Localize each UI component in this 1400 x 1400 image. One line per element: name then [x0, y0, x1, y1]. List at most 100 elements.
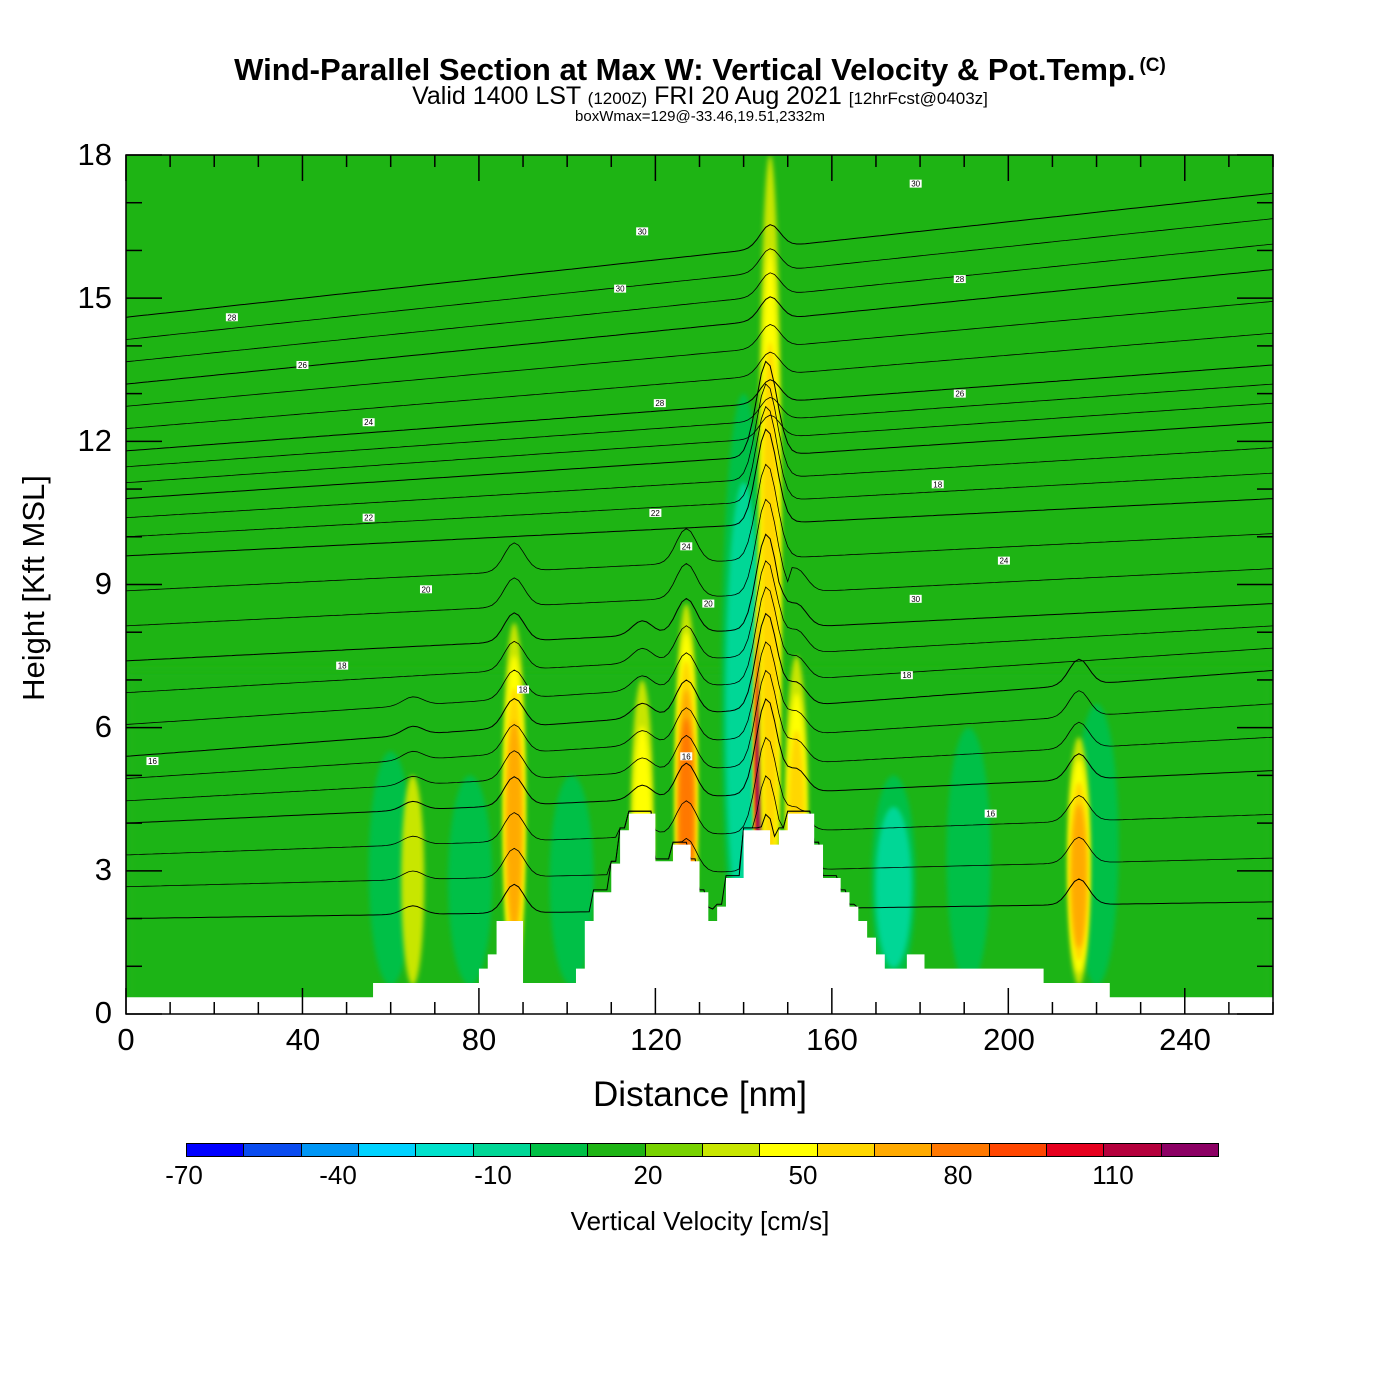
theta-contour-line	[126, 405, 1273, 538]
theta-contour-line	[126, 533, 1273, 662]
chart-subtitle: Valid 1400 LST (1200Z) FRI 20 Aug 2021 […	[0, 82, 1400, 111]
contour-label-box	[909, 594, 922, 603]
colorbar-swatch	[817, 1144, 875, 1156]
theta-contour-line	[126, 586, 1273, 725]
theta-contour-line	[126, 498, 1273, 627]
ytick-label: 3	[94, 852, 112, 887]
colorbar-swatch	[187, 1144, 245, 1156]
contour-label-box	[953, 389, 966, 398]
colorbar-swatch	[301, 1144, 359, 1156]
valid-time: Valid 1400 LST	[412, 82, 581, 110]
ytick-label: 9	[94, 566, 112, 601]
contour-label: 22	[651, 509, 660, 518]
colorbar-label: Vertical Velocity [cm/s]	[570, 1206, 830, 1236]
xtick-label: 200	[983, 1022, 1035, 1057]
ytick-label: 6	[94, 709, 112, 744]
ytick-label: 15	[77, 280, 112, 315]
theta-contour-line	[126, 669, 1273, 802]
box-wmax-info: boxWmax=129@-33.46,19.51,2332m	[575, 108, 825, 125]
contour-label: 22	[364, 514, 373, 523]
colorbar-swatch	[358, 1144, 417, 1156]
downdraft-core	[875, 806, 912, 968]
contour-label: 16	[682, 752, 691, 761]
colorbar-swatch	[932, 1144, 990, 1156]
colorbar-swatch	[1046, 1144, 1105, 1156]
title-main: Wind-Parallel Section at Max W: Vertical…	[234, 52, 1136, 87]
updraft-core	[506, 720, 522, 931]
contour-label: 30	[911, 595, 920, 604]
xtick-label: 0	[117, 1022, 135, 1057]
contour-label-box	[653, 399, 666, 408]
downdraft-core	[368, 751, 413, 986]
theta-contour-line	[126, 360, 1273, 500]
contour-label-box	[419, 585, 432, 594]
theta-contour-line	[126, 775, 1273, 888]
terrain	[126, 813, 1273, 1014]
colorbar-swatch	[530, 1144, 589, 1156]
contour-label-box	[146, 757, 159, 766]
theta-contour-line	[126, 332, 1273, 429]
colorbar-tick-label: -40	[319, 1160, 357, 1190]
theta-contour-line	[126, 383, 1273, 468]
colorbar-swatch	[244, 1144, 302, 1156]
downdraft-core	[549, 775, 594, 986]
ytick-label: 0	[94, 995, 112, 1030]
theta-contour-line	[126, 736, 1273, 856]
theta-contour-line	[126, 364, 1273, 452]
contour-label-box	[680, 752, 693, 761]
contour-label-box	[636, 227, 649, 236]
colorbar-tick-label: 20	[633, 1160, 663, 1190]
xtick-label: 120	[630, 1022, 682, 1057]
colorbar-swatch	[588, 1144, 646, 1156]
theta-contour-line	[126, 383, 1273, 519]
xtick-label: 240	[1159, 1022, 1211, 1057]
colorbar-tick-label: -10	[474, 1160, 512, 1190]
contour-label-box	[336, 661, 349, 670]
colorbar-swatch	[1104, 1144, 1162, 1156]
theta-contour-line	[126, 698, 1273, 824]
colorbar-swatch	[416, 1144, 474, 1156]
contour-label: 20	[704, 600, 713, 609]
updraft-core	[761, 341, 779, 882]
contour-label-box	[362, 418, 375, 427]
theta-contour-line	[126, 218, 1273, 340]
contour-label-box	[997, 556, 1010, 565]
theta-contour-line	[126, 243, 1273, 363]
colorbar-swatch	[1161, 1144, 1218, 1156]
contour-label-box	[680, 542, 693, 551]
contour-labels: 16 18 18 16 16 20 20 22 22 24 24 26 26 28 28 28 30 30 30 30…	[146, 179, 1010, 819]
contour-label-box	[931, 480, 944, 489]
colorbar-tick-label: 110	[1092, 1160, 1134, 1190]
colorbar-swatch	[989, 1144, 1047, 1156]
contour-label-box	[517, 685, 530, 694]
theta-contour-line	[126, 560, 1273, 694]
contour-label-box	[984, 809, 997, 818]
contour-label-box	[909, 179, 922, 188]
contour-label: 30	[911, 180, 920, 189]
contour-label: 18	[338, 662, 347, 671]
xtick-label: 160	[806, 1022, 858, 1057]
theta-contour-line	[126, 463, 1273, 592]
contour-label: 16	[986, 810, 995, 819]
theta-contour-line	[126, 300, 1273, 407]
theta-contour-line	[126, 402, 1273, 484]
contour-label: 24	[999, 557, 1008, 566]
contour-label: 28	[655, 399, 664, 408]
colorbar	[186, 1143, 1219, 1157]
colorbar-tick-label: -70	[165, 1160, 203, 1190]
contour-label: 20	[422, 585, 431, 594]
colorbar-tick-label: 80	[943, 1160, 973, 1190]
colorbar-tick-label: 50	[788, 1160, 818, 1190]
colorbar-swatch	[760, 1144, 818, 1156]
contour-label: 28	[955, 275, 964, 284]
valid-date: FRI 20 Aug 2021	[654, 82, 842, 110]
theta-contour-line	[126, 641, 1273, 779]
downdraft-core	[448, 775, 493, 986]
contour-label-box	[953, 275, 966, 284]
theta-contour-line	[126, 428, 1273, 557]
chart-title: Wind-Parallel Section at Max W: Vertical…	[0, 52, 1400, 88]
updraft-core	[401, 775, 425, 986]
contour-label-box	[900, 671, 913, 680]
ytick-label: 18	[77, 137, 112, 172]
